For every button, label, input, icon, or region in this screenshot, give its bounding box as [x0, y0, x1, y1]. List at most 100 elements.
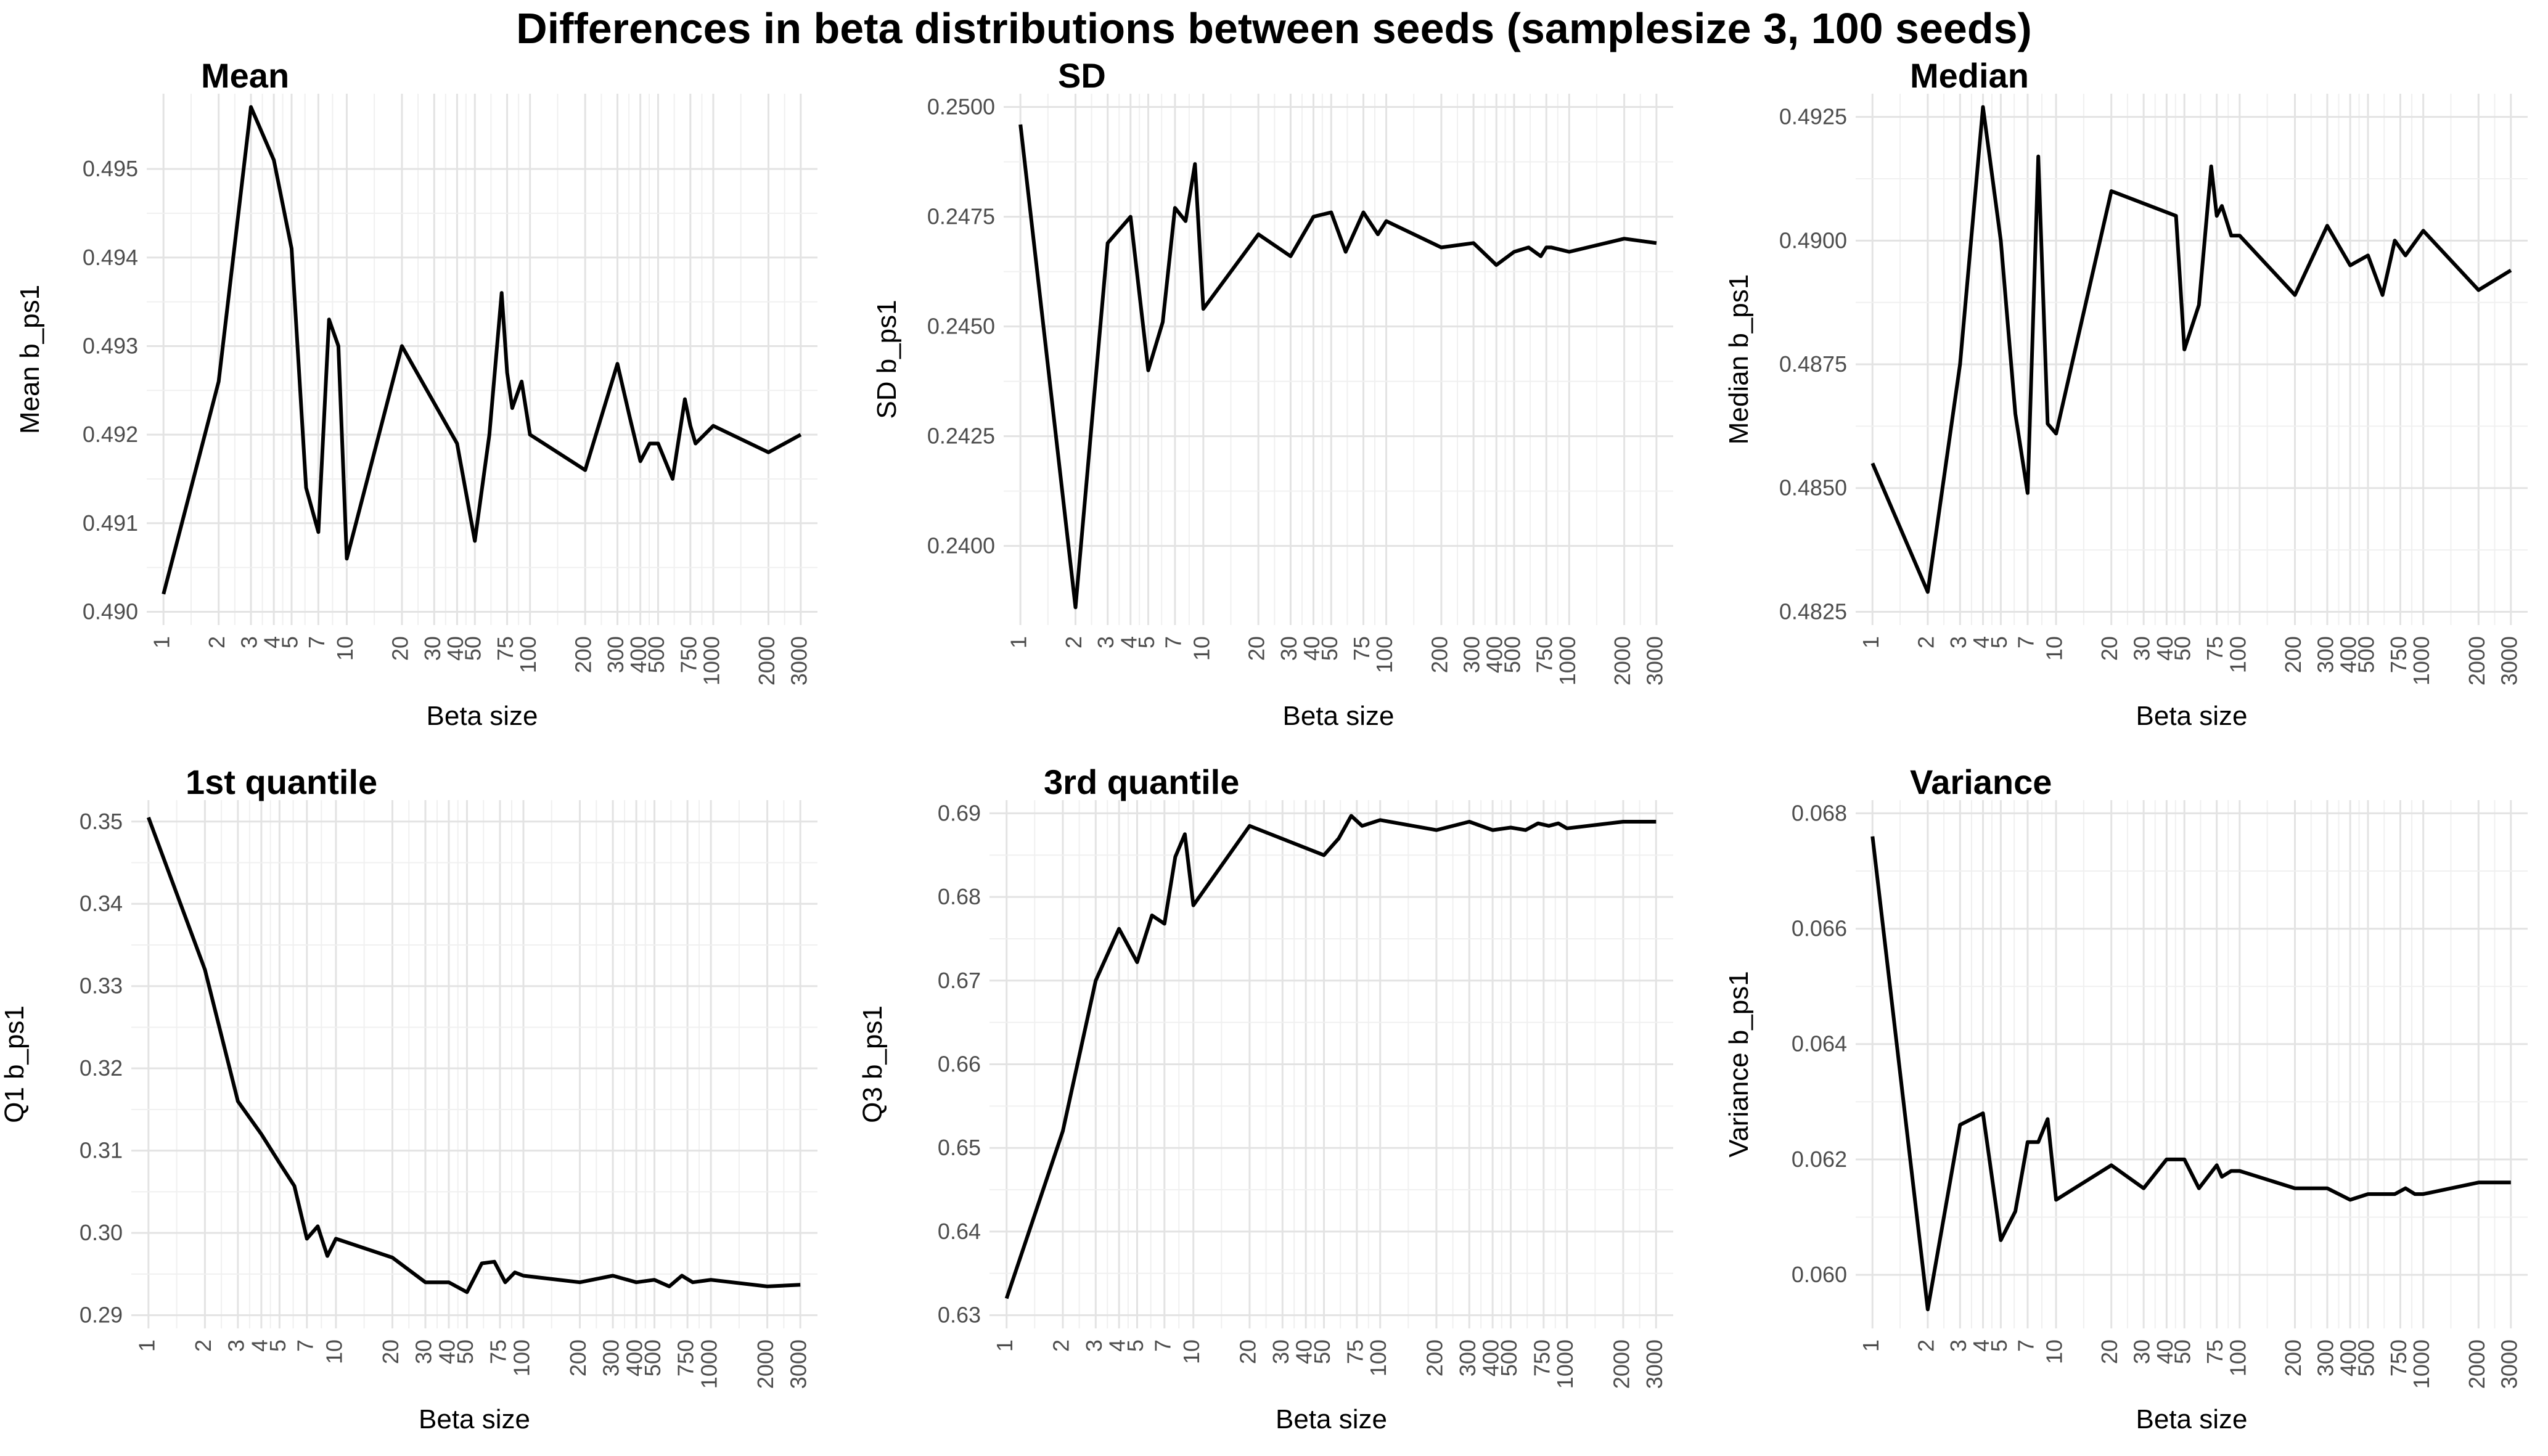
y-tick-label: 0.494 [83, 245, 138, 270]
y-tick-label: 0.66 [938, 1052, 981, 1077]
x-tick-label: 4 [1105, 1339, 1130, 1352]
x-tick-label: 100 [2225, 1339, 2250, 1376]
x-tick-label: 20 [1235, 1339, 1260, 1364]
x-tick-label: 10 [2042, 1339, 2067, 1364]
x-tick-label: 1 [1858, 636, 1883, 648]
x-tick-label: 300 [599, 1339, 624, 1376]
x-tick-label: 200 [2280, 636, 2306, 673]
figure-title: Differences in beta distributions betwee… [516, 4, 2032, 52]
y-tick-label: 0.068 [1792, 800, 1847, 825]
x-tick-label: 3000 [1642, 636, 1667, 685]
x-tick-label: 300 [603, 636, 628, 673]
x-tick-label: 200 [1422, 1339, 1447, 1376]
x-tick-label: 5 [1134, 636, 1159, 648]
x-tick-label: 1 [149, 636, 174, 648]
x-tick-label: 750 [676, 636, 701, 673]
y-tick-label: 0.35 [80, 809, 123, 834]
x-tick-label: 3 [1081, 1339, 1107, 1352]
x-tick-label: 75 [493, 636, 518, 661]
x-axis-title: Beta size [2136, 701, 2248, 731]
x-tick-label: 100 [2225, 636, 2250, 673]
series-line [1870, 105, 2512, 594]
x-tick-label: 2000 [1610, 636, 1635, 685]
y-axis-title: SD b_ps1 [872, 300, 902, 419]
x-tick-label: 75 [2202, 1339, 2227, 1364]
panel-title: 1st quantile [186, 763, 377, 801]
x-tick-label: 30 [411, 1339, 436, 1364]
series-line [146, 817, 801, 1294]
x-tick-label: 7 [1150, 1339, 1175, 1352]
x-tick-label: 7 [2013, 1339, 2038, 1352]
x-tick-label: 7 [1160, 636, 1186, 648]
y-tick-label: 0.32 [80, 1055, 123, 1081]
x-tick-label: 40 [1292, 1339, 1317, 1364]
y-tick-label: 0.67 [938, 968, 981, 993]
y-axis-title: Variance b_ps1 [1724, 971, 1754, 1158]
panel-title: Variance [1910, 763, 2052, 801]
x-tick-label: 100 [1372, 636, 1397, 673]
y-axis-title: Median b_ps1 [1724, 274, 1754, 444]
x-tick-label: 1 [1858, 1339, 1883, 1352]
x-tick-label: 300 [2312, 1339, 2338, 1376]
x-tick-label: 300 [1459, 636, 1485, 673]
x-tick-label: 3000 [786, 1339, 811, 1389]
x-tick-label: 40 [1299, 636, 1324, 661]
x-tick-label: 400 [622, 1339, 647, 1376]
panel-title: SD [1058, 56, 1106, 95]
x-tick-label: 2000 [753, 1339, 778, 1389]
x-tick-label: 1000 [1552, 1339, 1578, 1389]
x-tick-label: 2 [1061, 636, 1086, 648]
x-tick-label: 10 [2042, 636, 2067, 661]
panel-title: Median [1910, 56, 2029, 95]
x-axis-title: Beta size [427, 701, 538, 731]
x-tick-label: 750 [2386, 1339, 2411, 1376]
y-tick-label: 0.4850 [1779, 475, 1847, 501]
x-tick-label: 3 [223, 1339, 248, 1352]
y-tick-label: 0.4875 [1779, 351, 1847, 377]
x-tick-label: 300 [1455, 1339, 1480, 1376]
x-tick-label: 5 [1123, 1339, 1148, 1352]
panel-mean: 0.490 0.491 0.492 0.493 0.494 0.495 1 2 345 7 10 20… [15, 56, 817, 731]
x-tick-label: 50 [2170, 636, 2195, 661]
y-tick-label: 0.491 [83, 510, 138, 536]
x-tick-label: 2000 [754, 636, 779, 685]
y-tick-label: 0.34 [80, 891, 123, 916]
y-tick-label: 0.066 [1792, 916, 1847, 941]
x-tick-label: 40 [443, 636, 468, 661]
x-tick-label: 2 [190, 1339, 216, 1352]
x-tick-label: 10 [332, 636, 358, 661]
x-tick-label: 1000 [697, 1339, 722, 1389]
y-tick-label: 0.2500 [927, 94, 995, 120]
y-tick-label: 0.2450 [927, 314, 995, 339]
x-tick-label: 4 [260, 636, 285, 648]
x-tick-label: 5 [265, 1339, 290, 1352]
x-tick-label: 30 [1276, 636, 1301, 661]
x-tick-label: 750 [2386, 636, 2411, 673]
x-tick-label: 5 [277, 636, 302, 648]
x-tick-label: 100 [509, 1339, 535, 1376]
y-tick-label: 0.64 [938, 1219, 981, 1244]
x-axis-title: Beta size [1276, 1404, 1387, 1434]
x-tick-label: 3000 [2496, 636, 2521, 685]
x-tick-label: 100 [1366, 1339, 1391, 1376]
x-tick-label: 1000 [1555, 636, 1580, 685]
x-tick-label: 3 [1946, 1339, 1971, 1352]
y-tick-label: 0.30 [80, 1220, 123, 1245]
series-line [162, 105, 802, 595]
x-tick-label: 200 [2280, 1339, 2306, 1376]
x-tick-label: 200 [565, 1339, 591, 1376]
x-tick-label: 1000 [2409, 1339, 2434, 1389]
x-tick-label: 2000 [1608, 1339, 1634, 1389]
y-tick-label: 0.4825 [1779, 599, 1847, 624]
x-tick-label: 500 [1499, 636, 1525, 673]
panel-title: Mean [201, 56, 289, 95]
y-tick-label: 0.69 [938, 800, 981, 825]
y-tick-label: 0.062 [1792, 1147, 1847, 1172]
x-tick-label: 20 [1244, 636, 1269, 661]
y-axis-title: Q1 b_ps1 [0, 1005, 30, 1123]
x-tick-label: 2000 [2464, 636, 2489, 685]
x-tick-label: 2000 [2464, 1339, 2489, 1389]
panel-3rd-quantile: 0.63 0.64 0.65 0.66 0.67 0.68 0.69 1 2 345 7 10 20 30… [858, 763, 1673, 1434]
x-tick-label: 3 [1946, 636, 1971, 648]
